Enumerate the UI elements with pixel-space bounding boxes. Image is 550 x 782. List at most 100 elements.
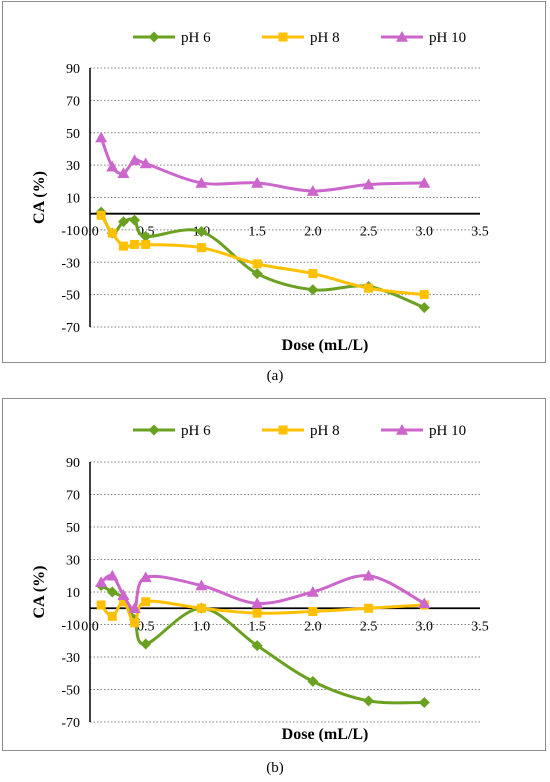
data-point: [196, 603, 206, 613]
x-tick-label: 2.5: [360, 225, 378, 240]
data-point: [106, 586, 118, 598]
data-point: [129, 214, 141, 226]
panel-label-b: (b): [266, 760, 284, 776]
data-point: [130, 618, 140, 628]
data-point: [106, 160, 119, 172]
x-axis-title: Dose (mL/L): [282, 337, 369, 354]
data-point: [195, 579, 208, 591]
data-point: [251, 176, 264, 188]
x-tick-label: 3.5: [471, 225, 489, 240]
data-point: [118, 597, 128, 607]
series-line-ph-6: [100, 584, 425, 705]
data-point: [118, 241, 128, 251]
data-point: [252, 259, 262, 269]
data-point: [117, 167, 130, 179]
y-tick-label: -10: [61, 224, 80, 239]
y-tick-label: 30: [66, 554, 80, 569]
chart-b-svg: -70 -50 -30 -10 10 30 50 70 90 0.0 0.5 1.0 1.5 2.0 2.5…: [31, 423, 489, 743]
y-tick-label: -10: [61, 619, 80, 634]
y-tick-label: 30: [66, 159, 80, 174]
x-tick-label: 2.0: [304, 225, 322, 240]
data-point: [141, 239, 151, 249]
data-point: [140, 230, 152, 242]
legend-label: pH 10: [429, 30, 466, 46]
data-point: [141, 597, 151, 607]
x-tick-label: 1.5: [248, 619, 266, 634]
legend-label: pH 6: [181, 423, 211, 439]
data-point: [362, 178, 375, 190]
data-point: [307, 284, 319, 296]
legend-marker: [278, 32, 288, 42]
y-tick-label: 50: [66, 521, 80, 536]
legend-label: pH 10: [429, 423, 466, 439]
data-point: [139, 157, 152, 169]
data-point: [196, 243, 206, 253]
data-point: [308, 607, 318, 616]
data-point: [418, 302, 430, 314]
data-point: [418, 597, 431, 609]
y-tick-label: 70: [66, 489, 80, 504]
x-axis-title: Dose (mL/L): [282, 726, 369, 743]
series-line-ph-8: [99, 214, 425, 297]
data-point: [195, 225, 207, 237]
x-tick-label: 0.0: [81, 619, 99, 634]
series-line-ph-10: [100, 573, 425, 611]
y-tick-label: 50: [66, 127, 80, 142]
data-point: [306, 185, 319, 196]
data-point: [419, 290, 429, 300]
series-line-ph-8: [99, 599, 425, 625]
data-point: [251, 640, 263, 652]
x-tick-label: 3.5: [471, 619, 489, 634]
legend-label: pH 6: [181, 30, 211, 46]
x-tick-label: 2.5: [360, 619, 378, 634]
data-point: [107, 611, 117, 621]
y-tick-label: -30: [61, 651, 80, 666]
data-point: [364, 603, 374, 613]
data-point: [308, 269, 318, 279]
y-axis-title: CA (%): [31, 171, 48, 224]
x-tick-label: 0.0: [81, 225, 99, 240]
chart-panel-b: [2, 398, 546, 751]
data-point: [363, 695, 375, 707]
x-tick-label: 3.0: [416, 619, 434, 634]
data-point: [130, 239, 140, 249]
y-tick-label: -30: [61, 256, 80, 271]
panel-label-a: (a): [266, 368, 284, 384]
y-tick-label: 10: [66, 586, 80, 601]
legend-marker: [278, 425, 288, 435]
data-point: [96, 210, 106, 220]
data-point: [117, 589, 130, 601]
series-line-ph-10: [99, 137, 425, 193]
data-point: [362, 569, 375, 581]
y-tick-label: -70: [61, 716, 80, 731]
data-point: [364, 283, 374, 293]
y-tick-label: -50: [61, 289, 80, 304]
data-point: [95, 576, 108, 588]
data-point: [139, 571, 152, 583]
y-tick-label: -50: [61, 684, 80, 699]
data-point: [195, 176, 208, 188]
data-point: [117, 216, 129, 228]
y-tick-label: -70: [61, 321, 80, 336]
legend-marker: [148, 424, 160, 436]
y-tick-label: 70: [66, 94, 80, 109]
legend-label: pH 8: [310, 423, 340, 439]
series-line-ph-6: [99, 211, 425, 309]
x-tick-label: 1.5: [248, 225, 266, 240]
data-point: [418, 176, 431, 188]
data-point: [307, 675, 319, 687]
data-point: [95, 131, 108, 143]
x-tick-label: 1.0: [193, 619, 211, 634]
y-tick-label: 10: [66, 192, 80, 207]
y-tick-label: 90: [66, 456, 80, 471]
data-point: [251, 597, 264, 609]
data-point: [128, 154, 141, 166]
legend-marker: [396, 424, 408, 435]
chart-panel-a: [2, 1, 546, 363]
legend-marker: [396, 31, 408, 42]
legend-marker: [148, 31, 160, 43]
data-point: [128, 602, 141, 614]
y-axis-title: CA (%): [31, 566, 48, 619]
data-point: [252, 608, 262, 618]
data-point: [251, 268, 263, 280]
